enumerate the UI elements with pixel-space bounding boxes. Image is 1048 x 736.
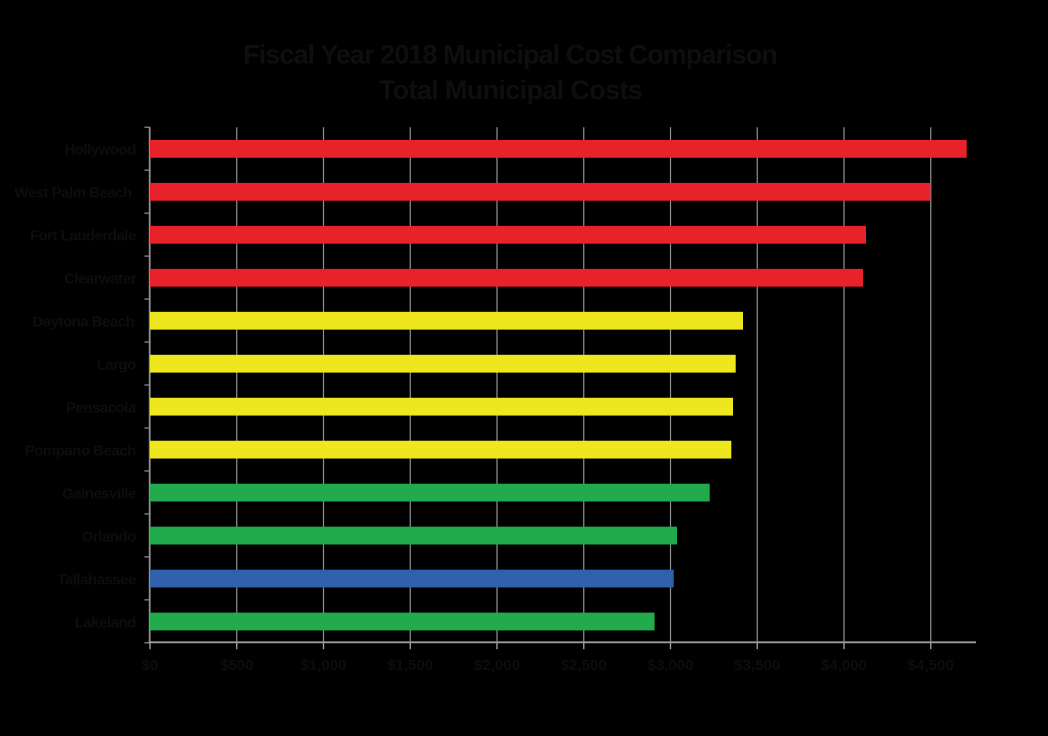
svg-text:$3,000: $3,000 bbox=[648, 657, 694, 674]
svg-text:Pompano Beach: Pompano Beach bbox=[25, 442, 136, 459]
svg-text:$2,000: $2,000 bbox=[474, 657, 520, 674]
svg-text:Lakeland: Lakeland bbox=[75, 614, 136, 631]
svg-text:Total Municipal Costs: Total Municipal Costs bbox=[379, 75, 642, 105]
svg-text:$3,500: $3,500 bbox=[734, 657, 780, 674]
svg-text:Fiscal Year 2018 Municipal Cos: Fiscal Year 2018 Municipal Cost Comparis… bbox=[243, 40, 777, 70]
svg-text:Clearwater: Clearwater bbox=[64, 271, 136, 288]
svg-text:$4,500: $4,500 bbox=[908, 657, 954, 674]
svg-text:$4,000: $4,000 bbox=[821, 657, 867, 674]
svg-text:Fort Lauderdale: Fort Lauderdale bbox=[30, 228, 136, 245]
svg-text:Orlando: Orlando bbox=[82, 528, 136, 545]
svg-text:$1,000: $1,000 bbox=[301, 657, 347, 674]
svg-text:$500: $500 bbox=[220, 657, 253, 674]
svg-text:$2,500: $2,500 bbox=[561, 657, 607, 674]
svg-text:$0: $0 bbox=[142, 657, 159, 674]
svg-text:Pensacola: Pensacola bbox=[66, 399, 137, 416]
svg-text:Gainesville: Gainesville bbox=[62, 485, 136, 502]
svg-text:Hollywood: Hollywood bbox=[64, 142, 136, 159]
svg-text:Tallahassee: Tallahassee bbox=[57, 571, 136, 588]
svg-text:Largo: Largo bbox=[97, 357, 137, 374]
svg-text:Daytona Beach: Daytona Beach bbox=[32, 314, 134, 331]
svg-text:$1,500: $1,500 bbox=[387, 657, 433, 674]
svg-text:West Palm Beach: West Palm Beach bbox=[14, 185, 132, 202]
